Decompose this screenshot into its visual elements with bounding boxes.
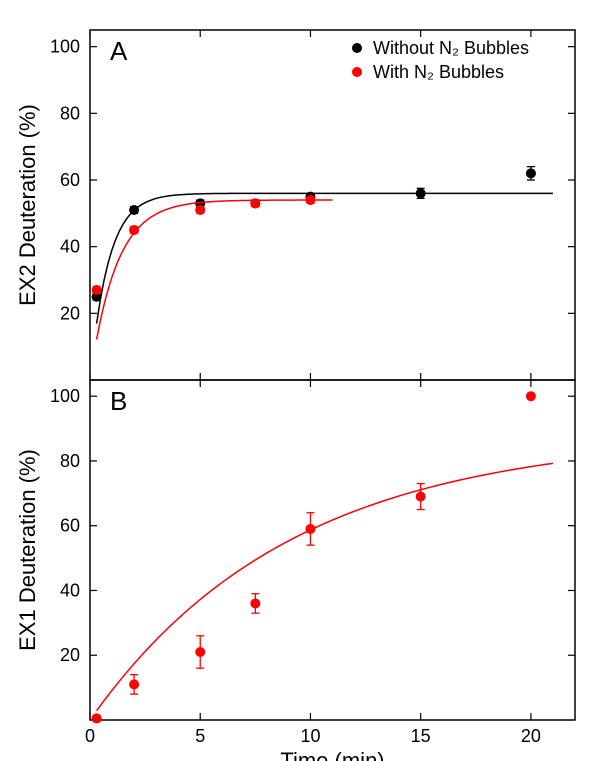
data-point-without-n2	[129, 205, 139, 215]
ytick-label: 100	[50, 386, 80, 406]
xtick-label: 20	[521, 726, 541, 746]
ytick-label: 40	[60, 237, 80, 257]
ytick-label: 80	[60, 451, 80, 471]
fit-line-without-n2	[97, 193, 553, 323]
ytick-label: 100	[50, 37, 80, 57]
panel-label-B: B	[110, 386, 127, 416]
legend-label-with-n2: With N₂ Bubbles	[373, 62, 504, 82]
figure-svg: 20406080100EX2 Deuteration (%)AWithout N…	[0, 0, 600, 761]
ytick-label: 20	[60, 645, 80, 665]
axis-box-A	[90, 30, 575, 380]
xtick-label: 5	[195, 726, 205, 746]
legend-label-without-n2: Without N₂ Bubbles	[373, 38, 529, 58]
figure-container: 20406080100EX2 Deuteration (%)AWithout N…	[0, 0, 600, 761]
data-point-with-n2	[250, 198, 260, 208]
ytick-label: 80	[60, 103, 80, 123]
data-point-with-n2-ex1	[92, 713, 102, 723]
ytick-label: 20	[60, 303, 80, 323]
xtick-label: 0	[85, 726, 95, 746]
data-point-without-n2	[526, 168, 536, 178]
panel-label-A: A	[110, 36, 128, 66]
ylabel-B: EX1 Deuteration (%)	[15, 449, 40, 651]
xtick-label: 10	[300, 726, 320, 746]
ytick-label: 60	[60, 170, 80, 190]
legend-marker-with-n2	[352, 67, 362, 77]
ylabel-A: EX2 Deuteration (%)	[15, 104, 40, 306]
axis-box-B	[90, 380, 575, 720]
fit-line-with-n2	[97, 200, 333, 339]
ytick-label: 40	[60, 580, 80, 600]
data-point-with-n2	[195, 205, 205, 215]
xlabel: Time (min)	[280, 748, 384, 761]
data-point-without-n2	[416, 188, 426, 198]
fit-line-with-n2-ex1	[97, 463, 553, 710]
data-point-with-n2-ex1	[305, 524, 315, 534]
data-point-with-n2-ex1	[250, 598, 260, 608]
data-point-with-n2	[129, 225, 139, 235]
legend-marker-without-n2	[352, 43, 362, 53]
data-point-with-n2-ex1	[526, 391, 536, 401]
data-point-with-n2	[92, 285, 102, 295]
data-point-with-n2-ex1	[195, 647, 205, 657]
data-point-with-n2-ex1	[129, 679, 139, 689]
data-point-with-n2	[305, 195, 315, 205]
data-point-with-n2-ex1	[416, 492, 426, 502]
xtick-label: 15	[411, 726, 431, 746]
ytick-label: 60	[60, 516, 80, 536]
